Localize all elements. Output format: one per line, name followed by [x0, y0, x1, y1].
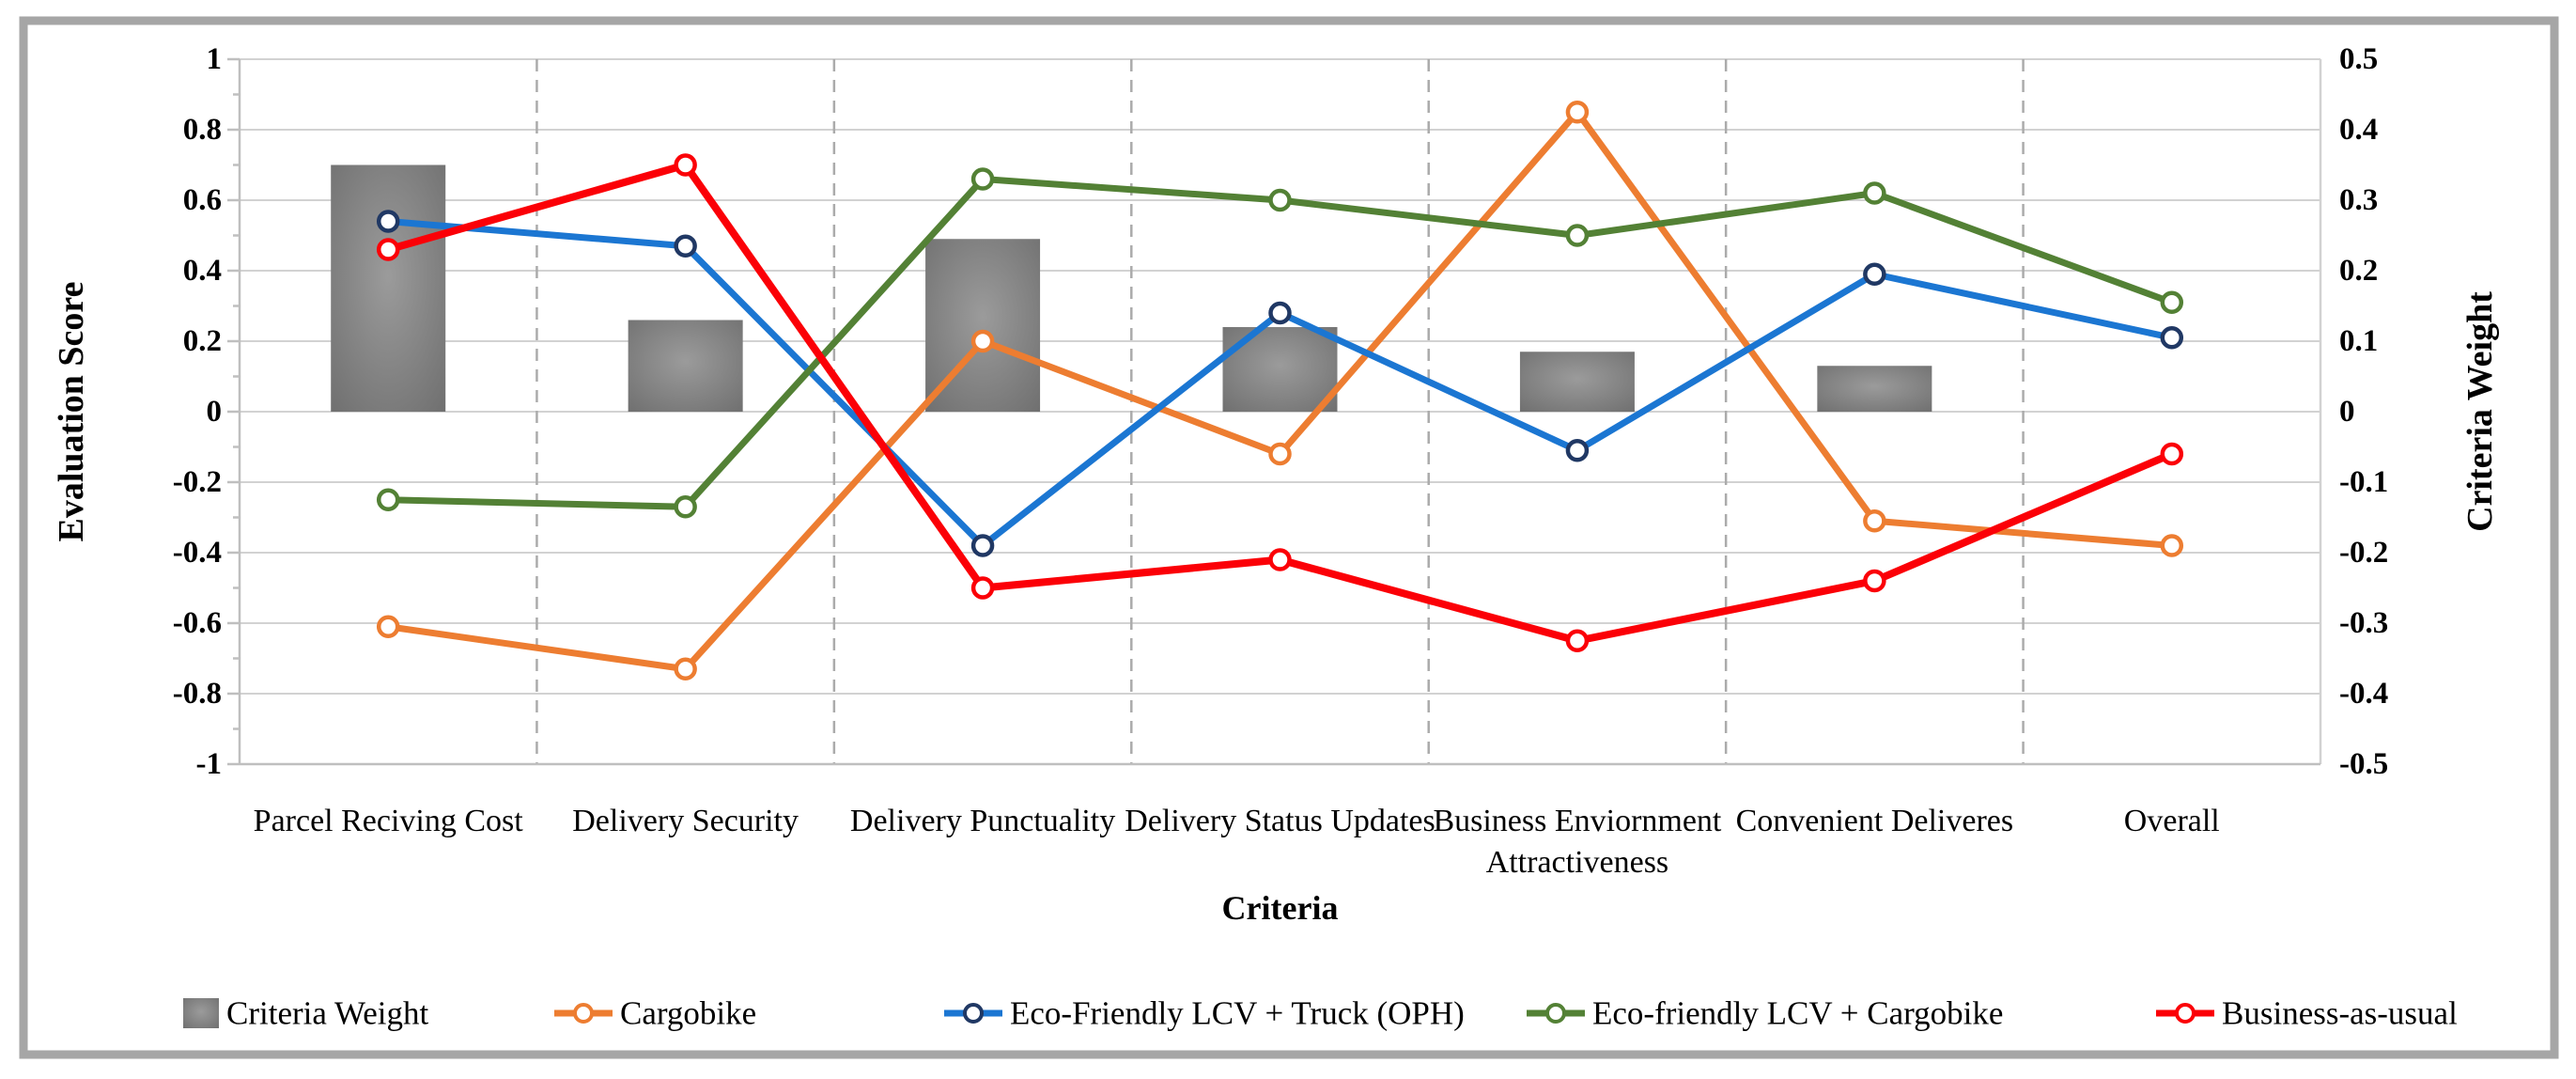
legend: Criteria Weight Cargobike Eco-Friendly LCV…	[183, 995, 2458, 1032]
data-point	[1565, 629, 1590, 652]
category-label: Delivery Security	[572, 804, 799, 838]
left-axis-tick-label: 0.8	[183, 113, 222, 147]
right-axis-tick-label: -0.2	[2339, 536, 2388, 570]
data-point	[1565, 101, 1590, 124]
left-axis-tick-label: 0.6	[183, 183, 222, 217]
right-axis-tick-label: 0	[2339, 395, 2355, 429]
left-axis-tick-label: -0.4	[173, 536, 222, 570]
left-axis-tick-label: 0.4	[183, 254, 222, 288]
legend-marker	[573, 1003, 594, 1024]
right-axis-tick-label: 0.3	[2339, 183, 2378, 217]
bar-criteria-weight	[1519, 352, 1635, 412]
right-axis-tick-label: -0.3	[2339, 606, 2388, 640]
data-point	[674, 234, 697, 258]
data-point	[970, 167, 995, 191]
right-axis-tick-label: 0.2	[2339, 254, 2378, 288]
left-axis-title: Evaluation Score	[52, 282, 91, 542]
legend-item: Criteria Weight	[183, 995, 429, 1032]
category-label: Parcel Reciving Cost	[254, 804, 524, 838]
legend-label: Eco-friendly LCV + Cargobike	[1592, 995, 2003, 1032]
data-point	[1268, 548, 1292, 571]
left-axis-tick-label: 0.2	[183, 324, 222, 358]
legend-label: Criteria Weight	[226, 995, 429, 1032]
legend-marker	[963, 1003, 984, 1024]
left-axis-tick-label: 0	[207, 395, 223, 429]
right-axis-tick-label: 0.1	[2339, 324, 2378, 358]
category-label: Delivery Punctuality	[850, 804, 1115, 838]
right-axis-title: Criteria Weight	[2460, 291, 2500, 532]
right-axis-tick-label: -0.1	[2339, 465, 2388, 499]
left-axis-tick-label: -0.8	[173, 677, 222, 711]
right-axis-tick-label: -0.4	[2339, 677, 2388, 711]
legend-marker	[1545, 1003, 1566, 1024]
data-point	[970, 534, 995, 557]
right-axis-tick-label: -0.5	[2339, 747, 2388, 781]
data-point	[2160, 442, 2184, 466]
data-point	[674, 657, 697, 680]
line-series-group	[376, 101, 2184, 680]
data-point	[970, 576, 995, 600]
legend-bar-swatch	[183, 998, 219, 1028]
x-axis-title: Criteria	[1222, 889, 1339, 927]
right-axis-tick-label: 0.4	[2339, 113, 2378, 147]
data-point	[674, 153, 697, 177]
bar-series-group	[331, 164, 1932, 412]
data-point	[1268, 442, 1292, 466]
data-point	[1268, 301, 1292, 325]
data-point	[674, 495, 697, 519]
category-label: Convenient Deliveres	[1736, 804, 2014, 838]
category-label: Overall	[2124, 804, 2220, 838]
bar-criteria-weight	[1817, 366, 1932, 412]
data-point	[2160, 534, 2184, 557]
data-point	[376, 615, 400, 638]
data-point	[1268, 188, 1292, 212]
legend-marker	[2175, 1003, 2196, 1024]
data-point	[2160, 290, 2184, 314]
legend-item: Eco-Friendly LCV + Truck (OPH)	[944, 995, 1465, 1032]
category-label: Delivery Status Updates	[1125, 804, 1435, 838]
category-label: Business Enviornment	[1433, 804, 1721, 838]
legend-label: Eco-Friendly LCV + Truck (OPH)	[1010, 995, 1465, 1032]
data-point	[376, 210, 400, 233]
bar-criteria-weight	[331, 164, 446, 412]
data-point	[1565, 439, 1590, 462]
right-axis-tick-label: 0.5	[2339, 42, 2378, 76]
legend-item: Eco-friendly LCV + Cargobike	[1527, 995, 2003, 1032]
data-point	[970, 329, 995, 353]
left-axis-tick-label: -0.6	[173, 606, 222, 640]
data-point	[1863, 509, 1886, 533]
legend-item: Business-as-usual	[2156, 995, 2458, 1032]
left-axis-tick-label: -1	[196, 747, 223, 781]
category-label: Attractiveness	[1486, 845, 1669, 880]
bar-criteria-weight	[1222, 327, 1338, 412]
axes	[227, 57, 2320, 766]
data-point	[376, 238, 400, 261]
data-point	[1863, 262, 1886, 286]
data-point	[2160, 326, 2184, 350]
figure-border	[19, 16, 2559, 1059]
legend-label: Cargobike	[620, 995, 756, 1032]
data-point	[1863, 569, 1886, 593]
axis-labels: 1 0.8 0.6 0.4 0.2 0 -0.2 -0.4 -0.6 -0.8 -1 0.5 0.4 0.…	[52, 42, 2500, 927]
data-point	[1565, 224, 1590, 247]
data-point	[1863, 181, 1886, 205]
bar-criteria-weight	[628, 320, 743, 412]
data-point	[376, 488, 400, 511]
left-axis-tick-label: -0.2	[173, 465, 222, 499]
left-axis-tick-label: 1	[207, 42, 223, 76]
legend-label: Business-as-usual	[2222, 995, 2458, 1032]
legend-item: Cargobike	[554, 995, 756, 1032]
